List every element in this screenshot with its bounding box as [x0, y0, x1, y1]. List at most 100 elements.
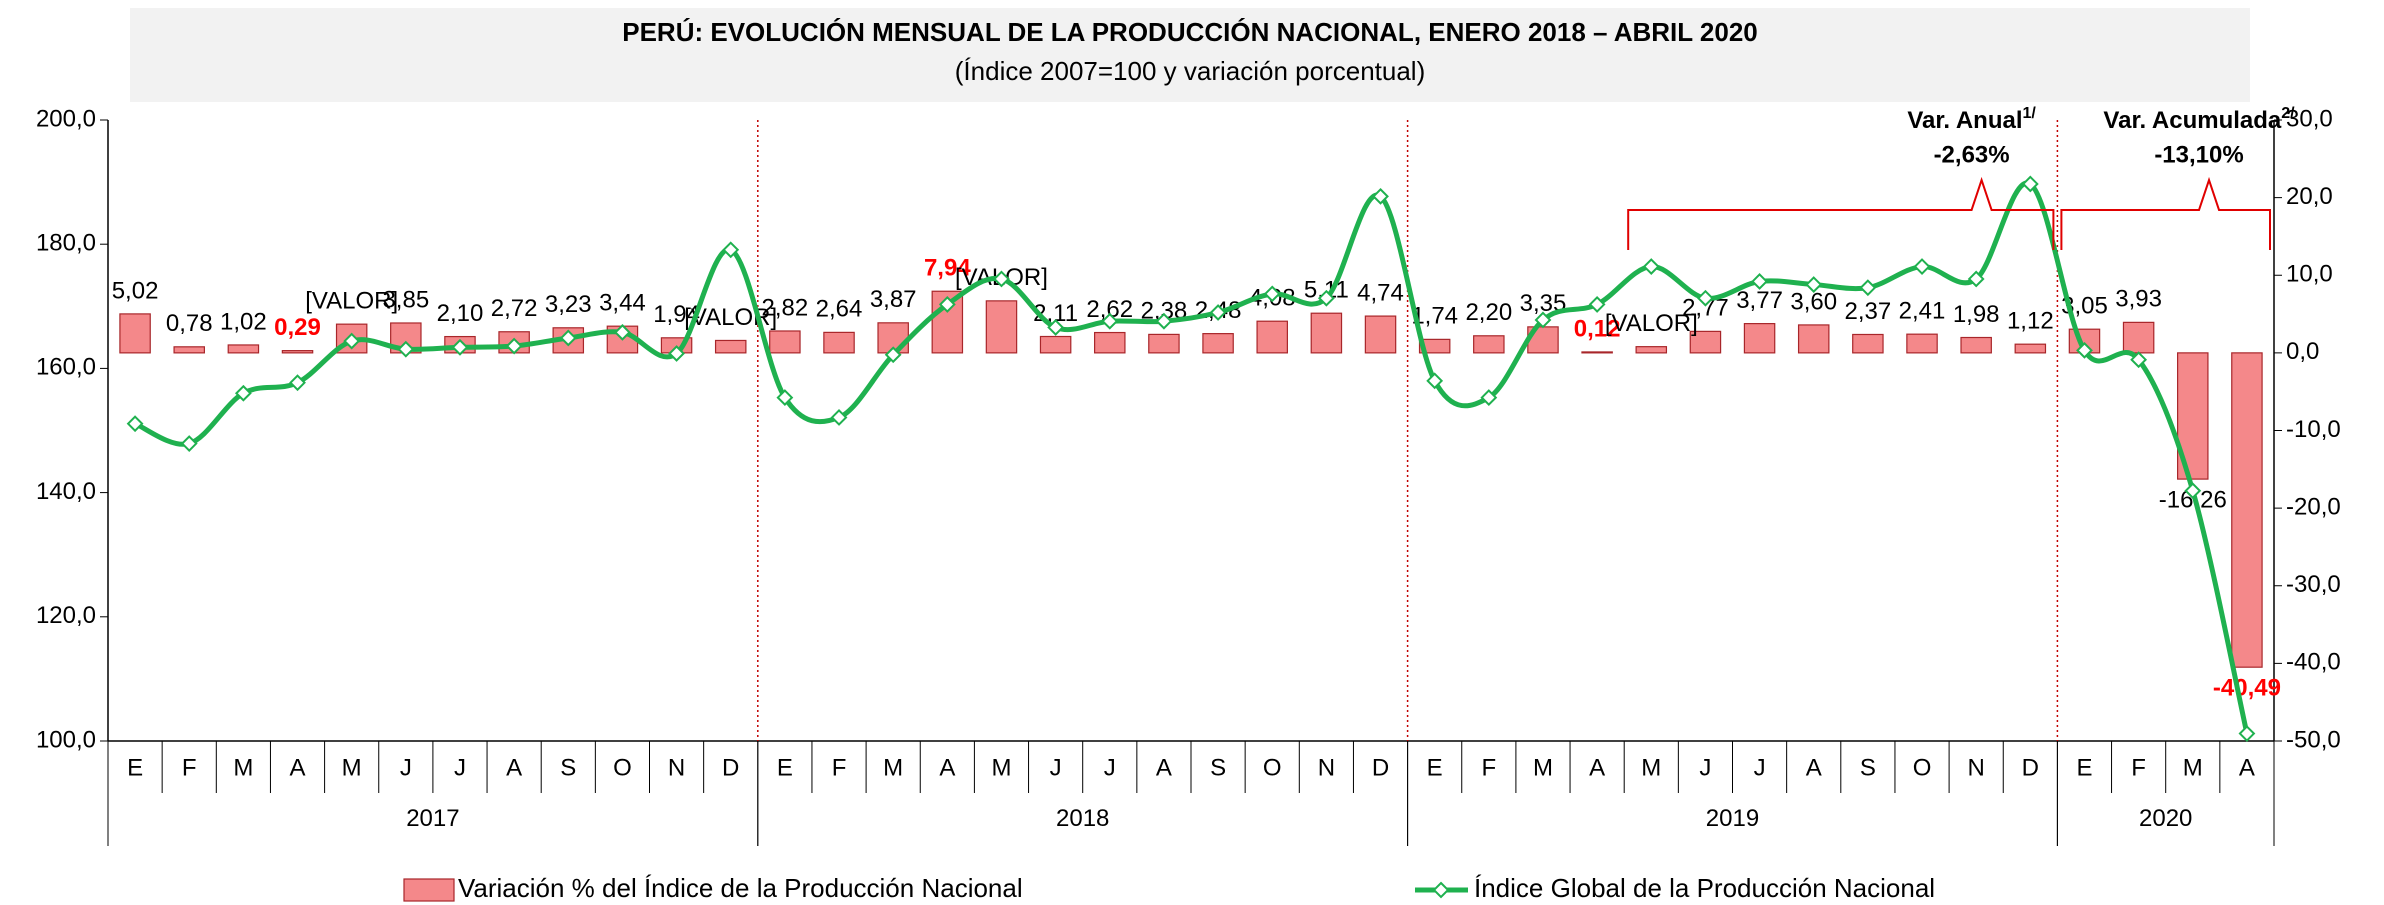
bar	[877, 322, 909, 354]
line-marker	[343, 332, 361, 350]
line-marker	[1859, 279, 1877, 297]
bar	[2014, 343, 2047, 354]
bar-value-label: 0,12	[1574, 315, 1621, 342]
bar-value-label: 2,20	[1465, 299, 1512, 326]
x-tick-label: A	[1806, 754, 1822, 781]
y2-tick-label: 0,0	[2286, 338, 2319, 365]
line-marker	[2021, 175, 2039, 193]
bar-value-label: 5,02	[112, 277, 159, 304]
bar-value-label: 2,37	[1845, 298, 1892, 325]
line-marker	[1805, 276, 1823, 293]
x-tick-label: E	[2076, 754, 2092, 781]
y2-tick-label: -20,0	[2286, 493, 2341, 520]
y2-tick-label: -40,0	[2286, 649, 2341, 676]
line-marker	[126, 415, 144, 433]
line-marker	[668, 345, 685, 362]
line-marker	[1372, 187, 1389, 205]
x-tick-label: J	[1050, 754, 1062, 781]
bar	[173, 346, 205, 354]
y2-tick-label: 30,0	[2286, 105, 2333, 132]
y-tick-label: 160,0	[36, 354, 96, 381]
x-tick-label: F	[2131, 754, 2146, 781]
bar	[1581, 351, 1613, 354]
x-tick-label: A	[1589, 754, 1605, 781]
x-tick-label: M	[991, 754, 1011, 781]
annotation-sup: 2/	[2281, 105, 2295, 122]
bracket	[2060, 176, 2271, 250]
bar	[1364, 315, 1397, 354]
y2-tick-label: 10,0	[2286, 261, 2333, 288]
x-tick-label: N	[668, 754, 685, 781]
annotation: Var. Acumulada2/	[2103, 105, 2295, 134]
line-marker	[1913, 258, 1931, 275]
line-marker	[776, 389, 794, 407]
line-marker	[1317, 289, 1335, 307]
bar-value-label: 2,72	[491, 295, 538, 322]
y-tick-label: 100,0	[36, 726, 96, 753]
legend-label: Variación % del Índice de la Producción …	[458, 873, 1023, 903]
line-marker	[180, 435, 198, 452]
line-marker	[2130, 351, 2148, 369]
x-tick-label: F	[182, 754, 197, 781]
x-tick-label: J	[454, 754, 466, 781]
line-marker	[614, 323, 631, 341]
annotation-sup: 1/	[2023, 105, 2037, 122]
bar	[1852, 333, 1884, 354]
line-marker	[1155, 312, 1173, 330]
y2-tick-label: -10,0	[2286, 416, 2341, 443]
y-tick-label: 180,0	[36, 230, 96, 257]
line-marker	[289, 374, 306, 392]
line-marker	[1480, 389, 1498, 407]
bar-value-label: 2,82	[762, 294, 809, 321]
bar	[1039, 335, 1072, 354]
title-band	[130, 8, 2250, 102]
annotation: Var. Anual1/	[1907, 105, 2036, 134]
x-tick-label: S	[1210, 754, 1226, 781]
y-tick-label: 120,0	[36, 602, 96, 629]
line-marker	[830, 409, 848, 426]
bar-value-label: 1,98	[1953, 301, 2000, 328]
chart-subtitle: (Índice 2007=100 y variación porcentual)	[955, 56, 1425, 86]
bar	[823, 331, 855, 354]
x-tick-label: M	[342, 754, 362, 781]
bar	[714, 339, 747, 354]
line-marker	[1588, 296, 1606, 313]
bar	[1310, 312, 1343, 354]
group-label: 2019	[1706, 805, 1759, 832]
bar	[119, 313, 151, 354]
bar	[281, 350, 314, 354]
bar-value-label: 3,85	[382, 286, 429, 313]
x-tick-label: O	[1263, 754, 1282, 781]
bar	[1797, 324, 1830, 354]
x-tick-label: E	[777, 754, 793, 781]
bar	[1689, 330, 1722, 354]
x-tick-label: J	[1754, 754, 1766, 781]
x-tick-label: A	[290, 754, 306, 781]
line-marker	[234, 384, 252, 402]
x-tick-label: S	[1860, 754, 1876, 781]
bar	[1473, 335, 1505, 354]
x-tick-label: D	[1372, 754, 1389, 781]
group-label: 2020	[2139, 805, 2192, 832]
bar-value-label: 0,29	[274, 314, 321, 341]
line	[134, 180, 2250, 735]
bar-value-label: 1,12	[2007, 308, 2054, 335]
bar-value-label: 7,94	[924, 255, 971, 282]
x-tick-label: F	[1481, 754, 1496, 781]
bar	[1202, 333, 1234, 354]
annotation-text: Var. Acumulada	[2103, 107, 2282, 134]
x-tick-label: E	[127, 754, 143, 781]
line-marker	[1047, 318, 1065, 336]
x-tick-label: S	[560, 754, 576, 781]
bar-value-label: 4,74	[1357, 279, 1404, 306]
bracket	[1627, 176, 2055, 250]
bar-value-label: 3,93	[2115, 286, 2162, 313]
x-tick-label: M	[1533, 754, 1553, 781]
bar	[1094, 331, 1126, 354]
bar	[1148, 333, 1180, 354]
line-marker	[1263, 285, 1281, 303]
chart-title: PERÚ: EVOLUCIÓN MENSUAL DE LA PRODUCCIÓN…	[622, 17, 1758, 47]
line-marker	[1209, 304, 1227, 321]
line-marker	[722, 241, 740, 259]
